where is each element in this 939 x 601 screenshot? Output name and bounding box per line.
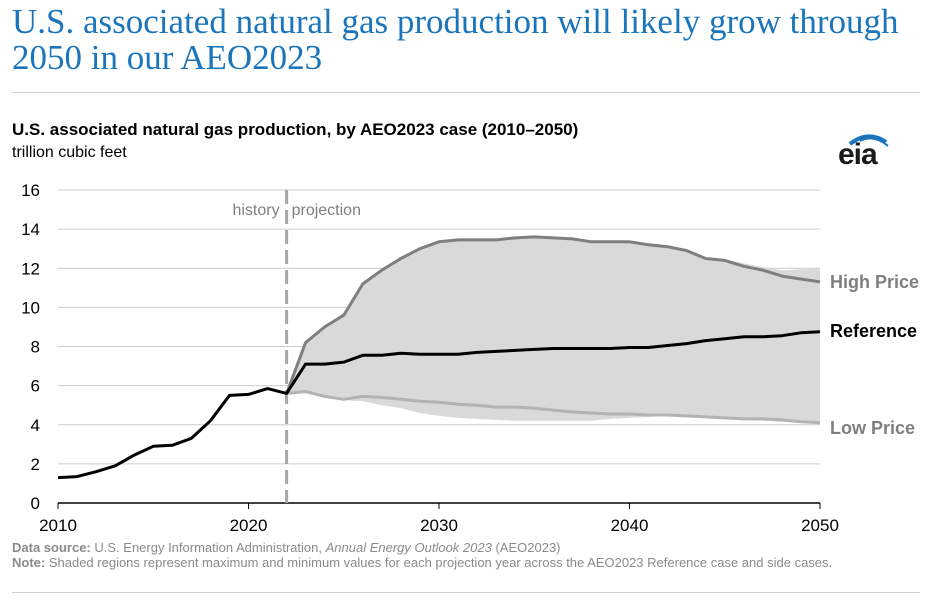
y-tick-label-4: 4: [31, 416, 40, 435]
series-label-high: High Price: [830, 272, 919, 292]
headline: U.S. associated natural gas production w…: [12, 2, 899, 77]
y-tick-label-16: 16: [21, 181, 40, 200]
series-line-low: [286, 390, 821, 425]
history-label: history: [232, 202, 279, 219]
note-label: Note:: [12, 555, 46, 570]
eia-logo: eia: [838, 132, 892, 176]
y-tick-label-10: 10: [21, 298, 40, 317]
series-label-reference: Reference: [830, 321, 917, 341]
projection-label: projection: [292, 202, 361, 219]
y-tick-label-6: 6: [31, 377, 40, 396]
range-band: [286, 236, 821, 424]
data-source-italic: Annual Energy Outlook 2023: [325, 540, 492, 555]
x-tick-label-2050: 2050: [801, 516, 839, 535]
y-tick-label-14: 14: [21, 220, 40, 239]
footnote: Data source: U.S. Energy Information Adm…: [12, 540, 912, 570]
y-tick-label-0: 0: [31, 494, 40, 513]
series-label-low: Low Price: [830, 418, 915, 438]
series-line-reference: [57, 330, 821, 480]
y-tick-label-2: 2: [31, 455, 40, 474]
y-tick-label-12: 12: [21, 259, 40, 278]
note-text: Shaded regions represent maximum and min…: [48, 555, 833, 570]
data-source-suffix: (AEO2023): [495, 540, 561, 555]
series-line-high: [285, 235, 821, 394]
bottom-divider: [12, 592, 920, 593]
eia-logo-swoosh-icon: [848, 134, 889, 147]
top-divider: [12, 92, 920, 93]
chart-title: U.S. associated natural gas production, …: [12, 120, 579, 139]
x-tick-label-2040: 2040: [611, 516, 649, 535]
x-tick-label-2030: 2030: [420, 516, 458, 535]
data-source-line: Data source: U.S. Energy Information Adm…: [12, 540, 912, 555]
x-tick-label-2010: 2010: [39, 516, 77, 535]
data-source-text: U.S. Energy Information Administration,: [94, 540, 322, 555]
chart-subtitle: trillion cubic feet: [12, 144, 127, 161]
note-line: Note: Shaded regions represent maximum a…: [12, 555, 912, 570]
eia-logo-text: eia: [838, 138, 878, 171]
data-source-label: Data source:: [12, 540, 91, 555]
x-tick-label-2020: 2020: [230, 516, 268, 535]
y-tick-label-8: 8: [31, 338, 40, 357]
